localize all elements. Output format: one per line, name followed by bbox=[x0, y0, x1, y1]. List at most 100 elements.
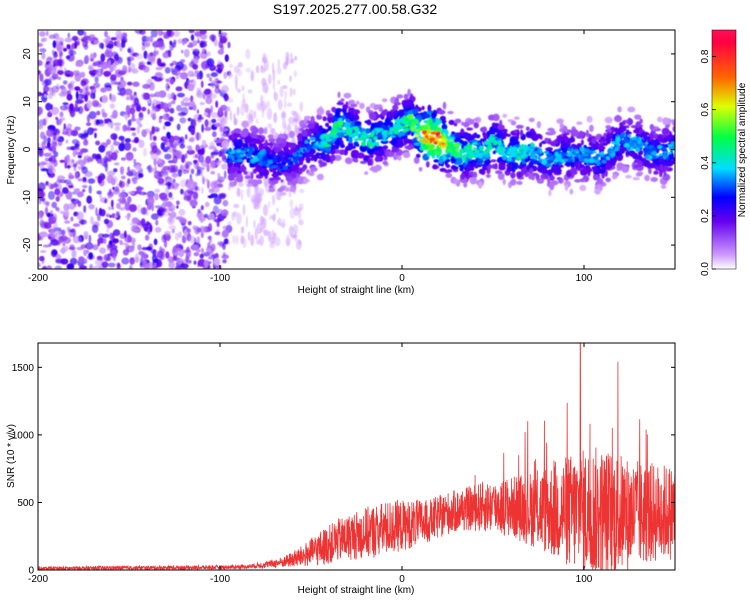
noise-blob bbox=[280, 222, 286, 228]
ridge-blob bbox=[393, 153, 398, 161]
noise-blob bbox=[129, 257, 135, 265]
ridge-blob bbox=[594, 165, 601, 171]
noise-blob bbox=[110, 144, 115, 153]
noise-blob bbox=[221, 128, 228, 132]
ridge-blob bbox=[532, 131, 537, 137]
noise-blob bbox=[170, 100, 176, 105]
ridge-blob bbox=[381, 109, 387, 117]
noise-blob bbox=[152, 259, 159, 263]
noise-blob bbox=[221, 37, 227, 44]
noise-blob bbox=[72, 223, 81, 227]
ridge-core-blob bbox=[258, 155, 263, 161]
ridge-core-blob bbox=[458, 150, 465, 154]
noise-blob bbox=[149, 224, 153, 233]
noise-blob bbox=[59, 235, 68, 242]
ridge-blob bbox=[412, 108, 419, 115]
noise-blob bbox=[46, 30, 49, 36]
noise-blob bbox=[188, 235, 196, 244]
ridge-core-blob bbox=[486, 145, 493, 151]
noise-blob bbox=[86, 249, 90, 254]
ridge-blob bbox=[350, 103, 358, 108]
ridge-core-blob bbox=[530, 151, 537, 154]
noise-blob bbox=[178, 208, 186, 216]
ridge-core-blob bbox=[449, 139, 454, 142]
noise-blob bbox=[65, 73, 71, 78]
noise-blob bbox=[51, 201, 58, 209]
noise-blob bbox=[100, 174, 106, 180]
ridge-core-blob bbox=[266, 163, 270, 168]
ridge-blob bbox=[579, 178, 586, 183]
ridge-blob bbox=[318, 125, 323, 134]
noise-blob bbox=[222, 252, 226, 257]
noise-blob bbox=[104, 87, 112, 92]
ridge-core-blob bbox=[546, 153, 553, 157]
noise-blob bbox=[117, 92, 125, 96]
colorbar: 0.0 0.2 0.4 0.6 0.8 Normalized spectral ampl… bbox=[700, 29, 748, 276]
noise-blob bbox=[114, 186, 120, 193]
noise-blob bbox=[223, 170, 227, 179]
noise-blob bbox=[282, 119, 287, 129]
noise-blob bbox=[276, 66, 282, 75]
ridge-blob bbox=[652, 157, 659, 165]
noise-blob bbox=[190, 34, 195, 41]
noise-blob bbox=[214, 139, 223, 143]
ridge-blob bbox=[616, 114, 620, 119]
noise-blob bbox=[206, 73, 211, 78]
ridge-blob bbox=[285, 187, 290, 192]
noise-blob bbox=[157, 209, 163, 217]
noise-blob bbox=[295, 205, 298, 212]
noise-blob bbox=[97, 241, 100, 247]
ridge-blob bbox=[239, 165, 247, 173]
ridge-core-blob bbox=[668, 152, 672, 154]
ridge-core-blob bbox=[606, 156, 610, 160]
noise-blob bbox=[48, 66, 57, 75]
ridge-blob bbox=[436, 154, 440, 159]
noise-blob bbox=[171, 172, 179, 178]
ridge-core-blob bbox=[267, 159, 273, 165]
noise-blob bbox=[203, 259, 209, 268]
noise-blob bbox=[80, 80, 87, 87]
ridge-blob bbox=[407, 88, 411, 97]
noise-blob bbox=[111, 151, 118, 161]
noise-blob bbox=[207, 195, 214, 199]
ridge-blob bbox=[383, 122, 391, 126]
noise-blob bbox=[187, 145, 193, 152]
ridge-blob bbox=[359, 160, 367, 164]
ridge-core-blob bbox=[236, 149, 241, 153]
heatmap-x-tick-label: 100 bbox=[576, 273, 593, 284]
noise-blob bbox=[180, 217, 187, 225]
ridge-core-blob bbox=[349, 129, 353, 134]
noise-blob bbox=[91, 100, 100, 107]
noise-blob bbox=[52, 249, 58, 256]
noise-blob bbox=[173, 182, 177, 186]
noise-blob bbox=[149, 52, 154, 57]
noise-blob bbox=[115, 40, 121, 48]
ridge-blob bbox=[445, 154, 451, 158]
noise-blob bbox=[210, 80, 216, 89]
ridge-core-blob bbox=[382, 132, 387, 136]
noise-blob bbox=[48, 62, 54, 69]
noise-blob bbox=[151, 102, 155, 111]
heatmap-y-ticks: -20 -10 0 10 20 bbox=[22, 48, 675, 252]
noise-blob bbox=[198, 114, 202, 118]
ridge-blob bbox=[418, 167, 423, 172]
noise-blob bbox=[39, 73, 44, 82]
ridge-blob bbox=[342, 104, 349, 110]
noise-blob bbox=[190, 95, 194, 102]
noise-blob bbox=[221, 230, 229, 238]
ridge-blob bbox=[354, 158, 359, 163]
noise-blob bbox=[91, 224, 99, 233]
noise-blob bbox=[112, 109, 118, 119]
ridge-blob bbox=[516, 180, 523, 185]
ridge-blob bbox=[367, 149, 376, 155]
ridge-core-blob bbox=[643, 149, 649, 154]
noise-blob bbox=[259, 227, 265, 233]
noise-blob bbox=[142, 147, 148, 157]
noise-blob bbox=[154, 165, 157, 174]
ridge-core-blob bbox=[541, 158, 547, 163]
ridge-blob bbox=[637, 160, 643, 168]
ridge-blob bbox=[447, 110, 454, 115]
ridge-blob bbox=[344, 112, 353, 120]
noise-blob bbox=[84, 95, 87, 101]
noise-blob bbox=[69, 103, 74, 112]
